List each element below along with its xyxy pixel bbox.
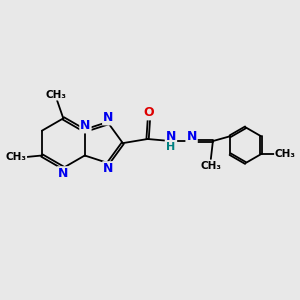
- Text: H: H: [166, 142, 175, 152]
- Text: N: N: [80, 119, 91, 132]
- Text: N: N: [186, 130, 197, 143]
- Text: CH₃: CH₃: [46, 90, 67, 100]
- Text: CH₃: CH₃: [275, 149, 296, 159]
- Text: N: N: [166, 130, 176, 143]
- Text: N: N: [103, 162, 113, 175]
- Text: CH₃: CH₃: [200, 161, 221, 171]
- Text: N: N: [57, 167, 68, 180]
- Text: N: N: [103, 111, 113, 124]
- Text: CH₃: CH₃: [5, 152, 26, 162]
- Text: O: O: [144, 106, 154, 119]
